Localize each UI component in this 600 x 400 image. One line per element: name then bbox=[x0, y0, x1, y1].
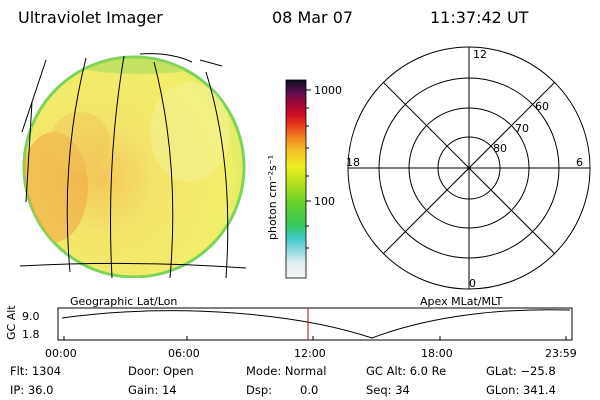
polar-diagonal bbox=[382, 81, 556, 255]
time-label: 11:37:42 UT bbox=[430, 8, 529, 27]
altitude-x-ticks bbox=[63, 336, 567, 340]
mlt-label-0: 0 bbox=[469, 277, 476, 290]
altitude-xtick-0600: 06:00 bbox=[168, 347, 200, 360]
polar-mlat-mlt-plot: 12 18 6 0 60 70 80 bbox=[346, 46, 591, 290]
altitude-ylabel: GC Alt bbox=[5, 305, 18, 340]
ip-value: IP: 36.0 bbox=[10, 383, 54, 397]
warm-region bbox=[50, 112, 110, 172]
apex-panel-label: Apex MLat/MLT bbox=[420, 295, 503, 308]
altitude-ytick-9: 9.0 bbox=[22, 310, 40, 323]
green-rim bbox=[70, 57, 210, 74]
colorbar-tick-1000: 1000 bbox=[314, 84, 342, 97]
gc-altitude: GC Alt: 6.0 Re bbox=[366, 364, 447, 378]
longitude-lines bbox=[20, 53, 247, 278]
colorbar-unit-label: photon cm⁻²s⁻¹ bbox=[266, 155, 279, 240]
gain-value: Gain: 14 bbox=[128, 383, 177, 397]
colorbar-gradient bbox=[285, 79, 307, 279]
date-label: 08 Mar 07 bbox=[272, 8, 354, 27]
altitude-ytick-1.8: 1.8 bbox=[22, 328, 40, 341]
geographic-panel-label: Geographic Lat/Lon bbox=[70, 295, 178, 308]
altitude-xtick-0000: 00:00 bbox=[45, 347, 77, 360]
geographic-longitude: GLon: 341.4 bbox=[486, 383, 556, 397]
flight-number: Flt: 1304 bbox=[10, 364, 62, 378]
altitude-xtick-1800: 18:00 bbox=[421, 347, 453, 360]
dsp-value: 0.0 bbox=[300, 383, 319, 397]
instrument-title: Ultraviolet Imager bbox=[18, 8, 163, 27]
altitude-plot-frame bbox=[57, 307, 573, 341]
mlt-label-6: 6 bbox=[576, 156, 583, 169]
altitude-plot: 9.0 1.8 GC Alt 00:00 06:00 12:00 18:00 2… bbox=[5, 305, 577, 360]
altitude-curve bbox=[61, 309, 571, 339]
geographic-latitude: GLat: −25.8 bbox=[486, 364, 556, 378]
mlt-label-18: 18 bbox=[346, 156, 360, 169]
colorbar: 1000 100 photon cm⁻²s⁻¹ bbox=[266, 79, 342, 279]
earth-disk-image bbox=[20, 53, 247, 278]
dsp-label: Dsp: bbox=[246, 383, 273, 397]
mlat-label-80: 80 bbox=[493, 142, 507, 155]
altitude-xtick-2359: 23:59 bbox=[545, 347, 577, 360]
colorbar-tick-100: 100 bbox=[314, 195, 335, 208]
door-status: Door: Open bbox=[128, 364, 194, 378]
mlt-label-12: 12 bbox=[473, 48, 487, 61]
colorbar-ticks bbox=[306, 89, 311, 249]
altitude-xtick-1200: 12:00 bbox=[294, 347, 326, 360]
mlat-label-70: 70 bbox=[515, 122, 529, 135]
mode-value: Mode: Normal bbox=[246, 364, 327, 378]
sequence-number: Seq: 34 bbox=[366, 383, 410, 397]
mlat-label-60: 60 bbox=[535, 100, 549, 113]
